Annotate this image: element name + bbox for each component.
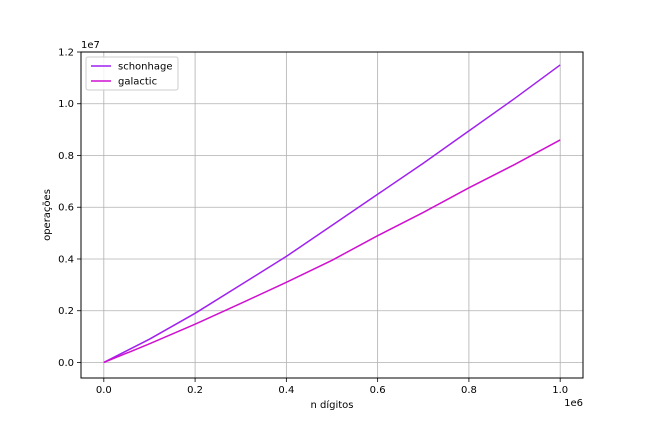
y-tick-label: 0.0 bbox=[58, 358, 74, 369]
x-tick-label: 1.0 bbox=[552, 385, 568, 396]
y-tick-label: 1.0 bbox=[58, 99, 74, 110]
y-tick-label: 0.4 bbox=[58, 254, 74, 265]
y-tick-label: 0.6 bbox=[58, 203, 74, 214]
x-tick-label: 0.8 bbox=[461, 385, 477, 396]
y-axis-label: operações bbox=[42, 189, 53, 241]
legend-label-schonhage: schonhage bbox=[118, 62, 172, 73]
y-offset-label: 1e7 bbox=[81, 40, 100, 51]
series-line-schonhage bbox=[103, 64, 561, 364]
x-tick-label: 0.2 bbox=[187, 385, 203, 396]
y-tick-label: 1.2 bbox=[58, 48, 74, 59]
plot-frame bbox=[80, 51, 584, 379]
legend-label-galactic: galactic bbox=[118, 77, 157, 88]
x-tick-label: 0.6 bbox=[370, 385, 386, 396]
series-lines bbox=[103, 64, 561, 364]
series-line-galactic bbox=[103, 139, 561, 364]
y-tick-label: 0.8 bbox=[58, 151, 74, 162]
y-tick-label: 0.2 bbox=[58, 306, 74, 317]
grid bbox=[81, 51, 583, 378]
x-axis-label: n dígitos bbox=[310, 399, 353, 411]
x-tick-label: 0.0 bbox=[96, 385, 112, 396]
x-offset-label: 1e6 bbox=[564, 398, 583, 409]
x-tick-label: 0.4 bbox=[278, 385, 294, 396]
legend: schonhage galactic bbox=[85, 56, 179, 91]
axis-ticks: 0.0 0.2 0.4 0.6 0.8 1.0 0.0 0.2 0.4 0.6 0.8 1.0 1.2 bbox=[58, 48, 568, 397]
